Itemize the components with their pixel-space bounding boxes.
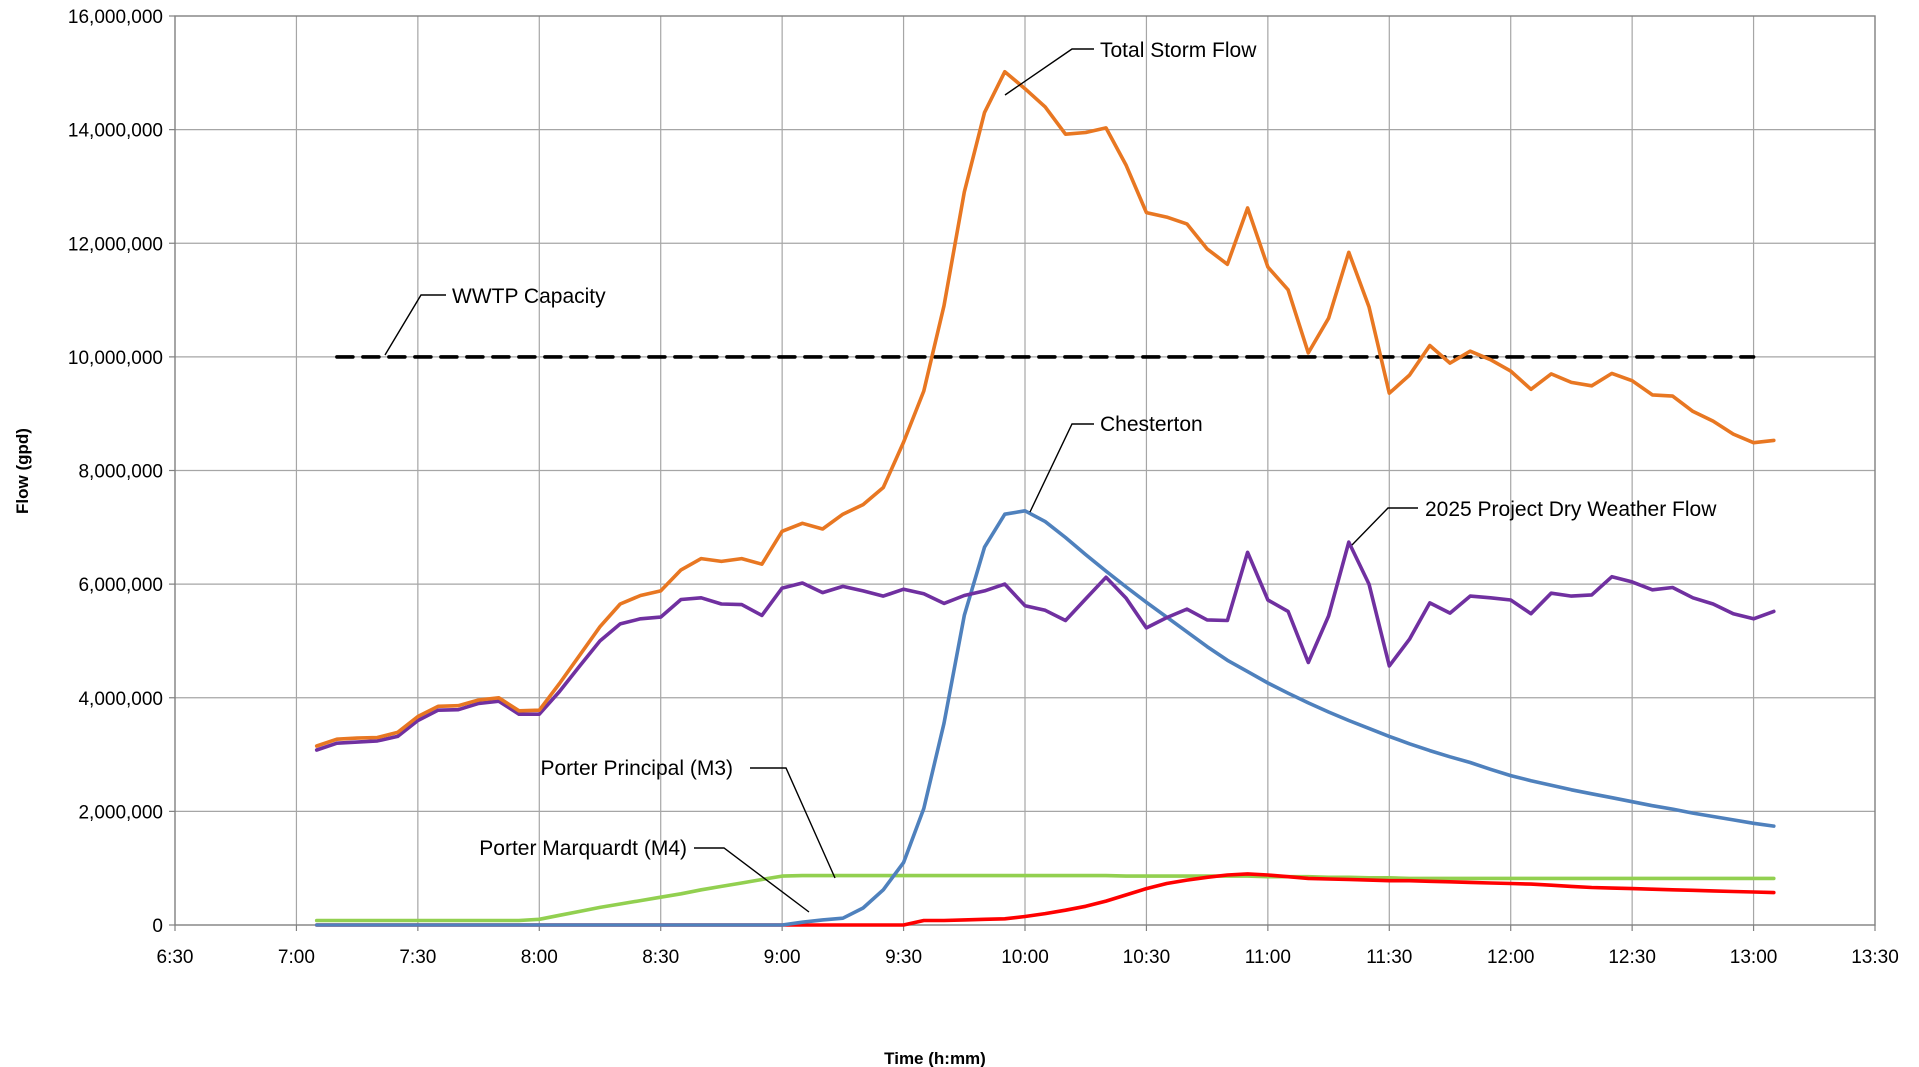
axis-ticks: 0 2,000,000 4,000,000 6,000,000 8,000,000 10,… bbox=[68, 7, 1899, 968]
x-tick-label: 7:00 bbox=[278, 947, 315, 968]
x-tick-label: 11:30 bbox=[1366, 947, 1412, 968]
y-tick-label: 8,000,000 bbox=[78, 462, 163, 483]
y-tick-label: 14,000,000 bbox=[68, 121, 163, 142]
x-tick-label: 6:30 bbox=[157, 947, 194, 968]
callout-line-total-storm-flow bbox=[1004, 48, 1094, 96]
y-axis-title: Flow (gpd) bbox=[13, 428, 32, 514]
callout-line-porter-principal-m3 bbox=[750, 767, 836, 879]
y-tick-label: 16,000,000 bbox=[68, 7, 163, 28]
x-tick-label: 10:30 bbox=[1123, 947, 1171, 968]
x-tick-label: 9:30 bbox=[885, 947, 922, 968]
x-tick-label: 13:00 bbox=[1730, 947, 1778, 968]
x-tick-label: 13:30 bbox=[1851, 947, 1899, 968]
x-tick-label: 8:30 bbox=[642, 947, 679, 968]
series-line-total-storm-flow bbox=[314, 69, 1776, 748]
callout-label-porter-principal-m3: Porter Principal (M3) bbox=[540, 757, 733, 780]
x-tick-label: 9:00 bbox=[764, 947, 801, 968]
callout-label-wwtp-capacity: WWTP Capacity bbox=[452, 285, 606, 308]
y-tick-label: 4,000,000 bbox=[78, 689, 163, 710]
x-tick-label: 8:00 bbox=[521, 947, 558, 968]
series-line-chesterton bbox=[314, 509, 1776, 927]
callout-line-2025-project-dry-weather-flow bbox=[1351, 507, 1418, 546]
series-line-2025-project-dry-weather-flow bbox=[314, 540, 1776, 752]
y-tick-label: 0 bbox=[152, 916, 163, 937]
x-tick-label: 12:30 bbox=[1608, 947, 1656, 968]
y-tick-label: 2,000,000 bbox=[78, 802, 163, 823]
callout-label-2025-project-dry-weather-flow: 2025 Project Dry Weather Flow bbox=[1425, 498, 1717, 521]
y-tick-label: 6,000,000 bbox=[78, 575, 163, 596]
callout-line-wwtp-capacity bbox=[384, 294, 446, 356]
callout-label-chesterton: Chesterton bbox=[1100, 413, 1203, 436]
series-line-porter-principal-m3 bbox=[314, 873, 1776, 923]
callout-line-chesterton bbox=[1029, 423, 1094, 513]
x-tick-label: 7:30 bbox=[399, 947, 436, 968]
x-tick-label: 11:00 bbox=[1245, 947, 1291, 968]
x-tick-label: 12:00 bbox=[1487, 947, 1535, 968]
x-tick-label: 10:00 bbox=[1001, 947, 1049, 968]
data-series bbox=[314, 69, 1776, 927]
y-tick-label: 10,000,000 bbox=[68, 348, 163, 369]
annotations: Total Storm Flow WWTP Capacity Chesterton 2… bbox=[384, 39, 1717, 913]
callout-label-porter-marquardt-m4: Porter Marquardt (M4) bbox=[479, 837, 687, 860]
callout-line-porter-marquardt-m4 bbox=[694, 847, 810, 913]
y-tick-label: 12,000,000 bbox=[68, 234, 163, 255]
x-axis-title: Time (h:mm) bbox=[884, 1049, 986, 1067]
callout-label-total-storm-flow: Total Storm Flow bbox=[1100, 39, 1257, 62]
